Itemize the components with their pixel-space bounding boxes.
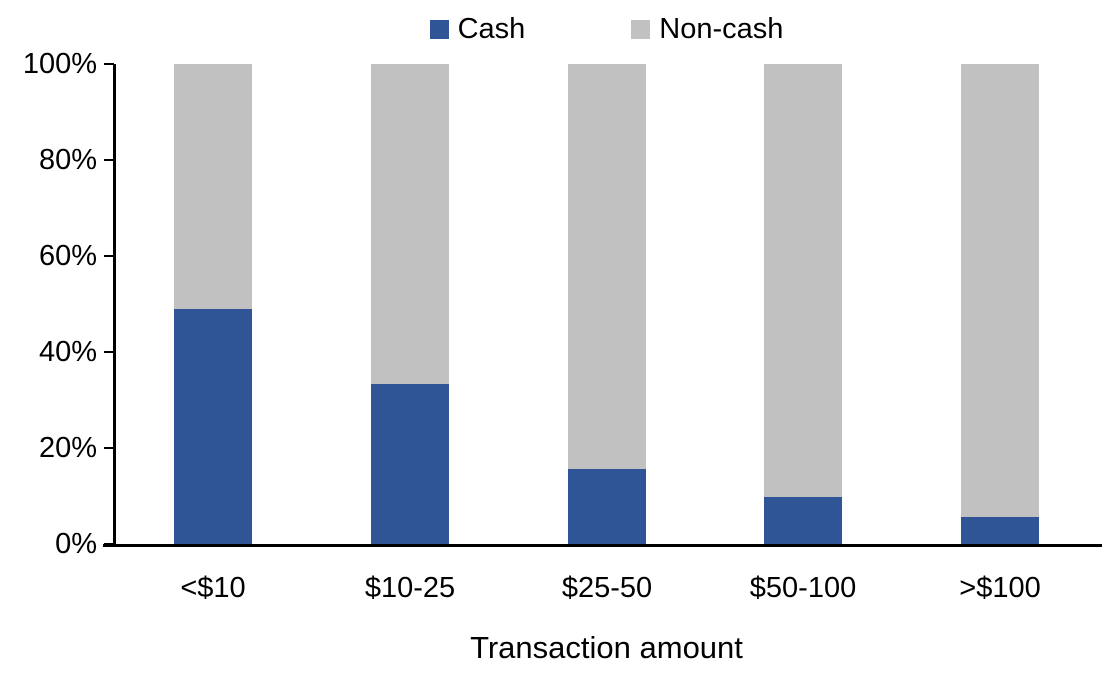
y-axis-tick bbox=[104, 255, 114, 257]
bar-segment-non-cash bbox=[961, 64, 1039, 517]
x-axis-line bbox=[103, 544, 1102, 547]
y-tick-label: 80% bbox=[38, 144, 97, 176]
bar-column bbox=[568, 64, 646, 544]
bar-column bbox=[371, 64, 449, 544]
bar-segment-cash bbox=[174, 309, 252, 544]
bar-column bbox=[961, 64, 1039, 544]
bar-column bbox=[174, 64, 252, 544]
y-axis-line bbox=[113, 64, 116, 546]
bar-segment-non-cash bbox=[764, 64, 842, 497]
bar-segment-cash bbox=[961, 517, 1039, 544]
y-tick-label: 40% bbox=[38, 336, 97, 368]
legend-label-cash: Cash bbox=[457, 13, 526, 45]
y-tick-label: 20% bbox=[38, 432, 97, 464]
bar-segment-non-cash bbox=[371, 64, 449, 384]
y-axis-tick bbox=[104, 351, 114, 353]
legend-item-cash: Cash bbox=[429, 12, 526, 46]
bar-column bbox=[764, 64, 842, 544]
y-tick-label: 60% bbox=[38, 240, 97, 272]
y-axis-tick bbox=[104, 447, 114, 449]
legend-item-non-cash: Non-cash bbox=[631, 12, 783, 46]
x-tick-label: >$100 bbox=[959, 572, 1041, 604]
x-tick-label: $25-50 bbox=[561, 572, 653, 604]
x-tick-label: $10-25 bbox=[364, 572, 456, 604]
y-tick-label: 0% bbox=[55, 528, 97, 560]
y-axis-tick bbox=[104, 159, 114, 161]
non-cash-legend-swatch-icon bbox=[631, 19, 651, 39]
x-tick-label: <$10 bbox=[180, 572, 246, 604]
legend-label-non-cash: Non-cash bbox=[659, 13, 784, 45]
bar-segment-cash bbox=[568, 469, 646, 544]
chart-legend: Cash Non-cash bbox=[115, 10, 1098, 48]
bar-segment-non-cash bbox=[568, 64, 646, 469]
x-tick-label: $50-100 bbox=[749, 572, 857, 604]
bar-segment-cash bbox=[764, 497, 842, 544]
cash-legend-swatch-icon bbox=[429, 19, 449, 39]
bar-segment-cash bbox=[371, 384, 449, 544]
y-tick-label: 100% bbox=[22, 48, 97, 80]
y-axis-tick bbox=[104, 63, 114, 65]
x-axis-title: Transaction amount bbox=[470, 630, 743, 665]
bar-segment-non-cash bbox=[174, 64, 252, 309]
